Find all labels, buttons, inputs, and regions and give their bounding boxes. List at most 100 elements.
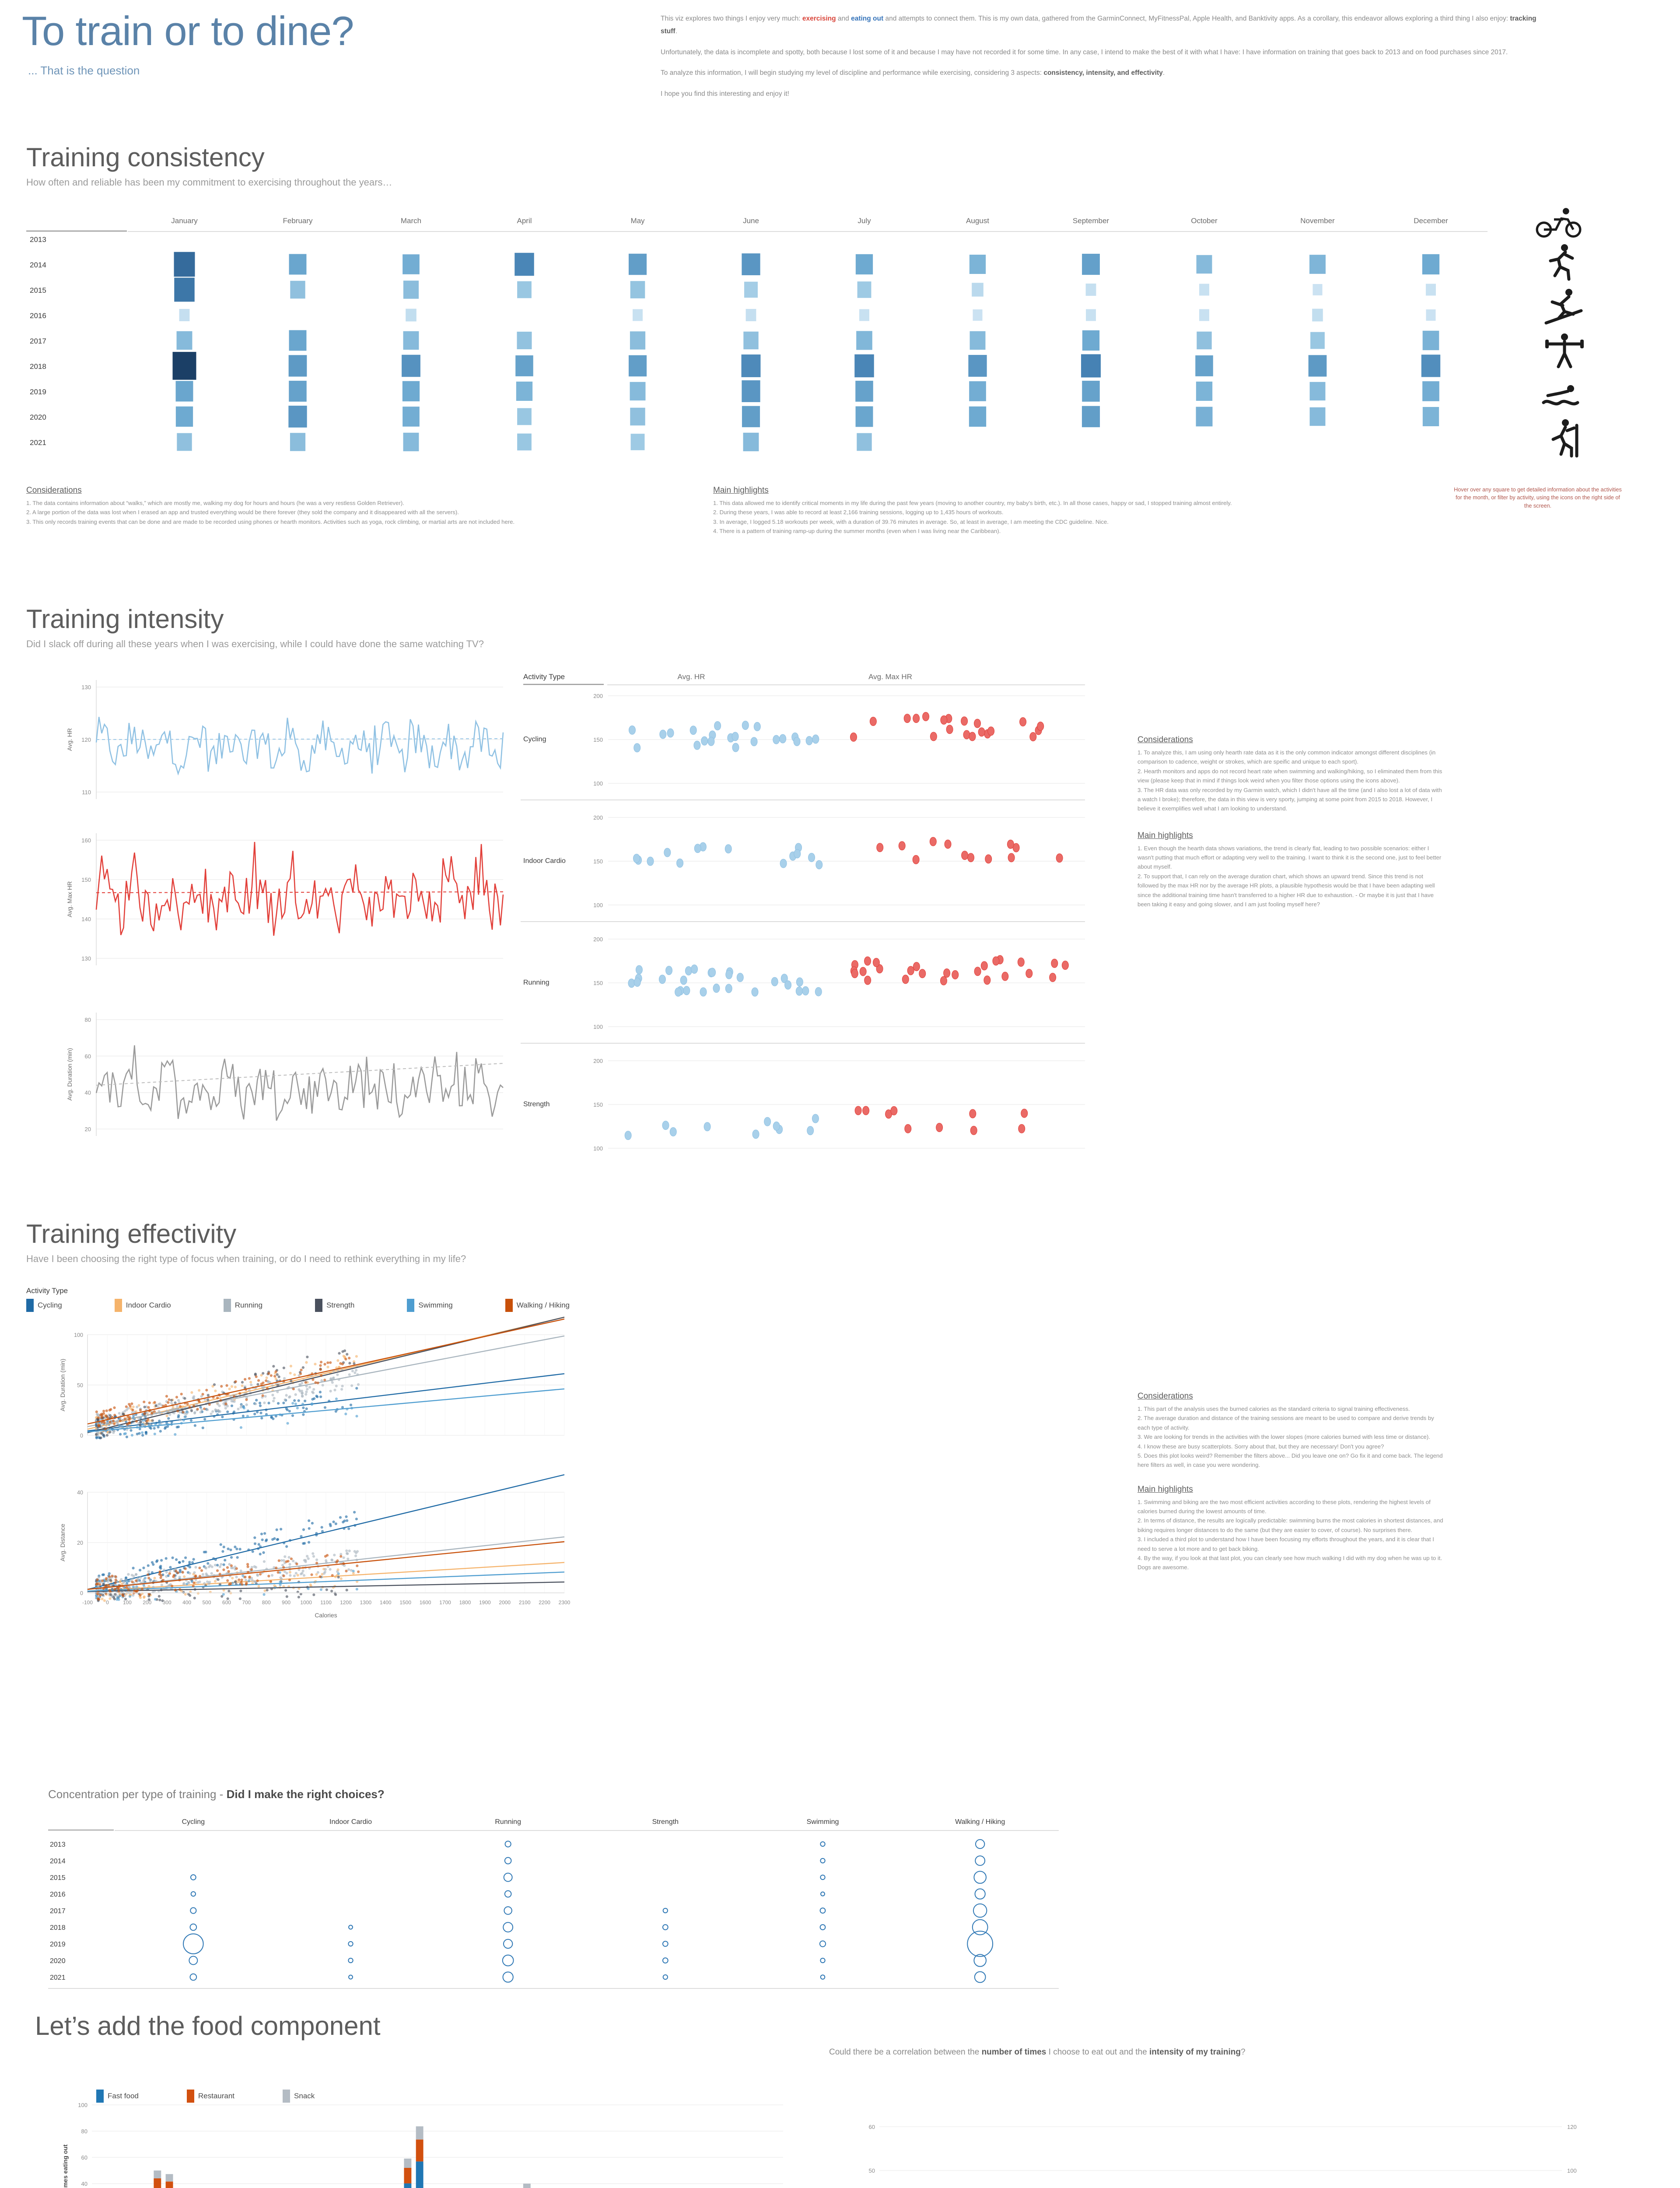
scatter-point[interactable] <box>227 1547 230 1550</box>
scatter-point[interactable] <box>123 1417 126 1420</box>
scatter-point[interactable] <box>200 1569 203 1572</box>
scatter-point[interactable] <box>341 1406 344 1409</box>
scatter-point[interactable] <box>307 1587 310 1590</box>
scatter-point[interactable] <box>121 1425 124 1428</box>
scatter-point[interactable] <box>273 1586 276 1589</box>
scatter-point[interactable] <box>305 1390 308 1393</box>
scatter-point[interactable] <box>669 1127 677 1136</box>
scatter-point[interactable] <box>340 1577 343 1580</box>
scatter-point[interactable] <box>326 1365 329 1368</box>
scatter-point[interactable] <box>289 1364 293 1368</box>
scatter-point[interactable] <box>265 1376 268 1379</box>
heatmap-cell[interactable] <box>290 281 305 299</box>
scatter-point[interactable] <box>138 1568 142 1572</box>
heatmap-cell[interactable] <box>630 407 645 426</box>
scatter-point[interactable] <box>354 1551 358 1554</box>
scatter-point[interactable] <box>182 1583 186 1586</box>
scatter-point[interactable] <box>193 1571 196 1574</box>
scatter-point[interactable] <box>237 1407 240 1410</box>
scatter-point[interactable] <box>177 1399 180 1402</box>
scatter-point[interactable] <box>357 1570 360 1573</box>
scatter-point[interactable] <box>153 1577 156 1580</box>
scatter-point[interactable] <box>337 1572 340 1575</box>
scatter-point[interactable] <box>147 1573 150 1576</box>
scatter-point[interactable] <box>170 1401 173 1405</box>
scatter-point[interactable] <box>128 1595 132 1598</box>
scatter-point[interactable] <box>170 1399 173 1402</box>
scatter-point[interactable] <box>345 1552 349 1555</box>
heatmap-cell[interactable] <box>746 309 756 322</box>
scatter-point[interactable] <box>929 837 937 846</box>
scatter-point[interactable] <box>200 1395 203 1398</box>
scatter-point[interactable] <box>136 1589 139 1592</box>
scatter-point[interactable] <box>130 1429 133 1432</box>
scatter-point[interactable] <box>293 1373 296 1376</box>
scatter-point[interactable] <box>266 1588 269 1592</box>
heatmap-cell[interactable] <box>1421 354 1441 377</box>
scatter-point[interactable] <box>175 1558 178 1561</box>
scatter-point[interactable] <box>285 1595 288 1598</box>
scatter-point[interactable] <box>178 1410 181 1414</box>
scatter-point[interactable] <box>201 1573 204 1576</box>
scatter-point[interactable] <box>279 1583 282 1586</box>
scatter-point[interactable] <box>282 1559 285 1562</box>
scatter-point[interactable] <box>165 1575 168 1578</box>
intensity-activity-scatter[interactable]: Activity Type Avg. HR Avg. Max HR 200 150… <box>521 670 1089 1190</box>
scatter-point[interactable] <box>95 1424 98 1427</box>
scatter-point[interactable] <box>262 1372 265 1375</box>
heatmap-cell[interactable] <box>1082 406 1100 428</box>
heatmap-cell[interactable] <box>742 380 760 402</box>
scatter-point[interactable] <box>346 1519 349 1522</box>
scatter-point[interactable] <box>123 1586 126 1589</box>
bar-segment[interactable] <box>154 2178 161 2188</box>
scatter-point[interactable] <box>676 858 684 868</box>
conc-bubble[interactable] <box>819 1907 826 1914</box>
heatmap-cell[interactable] <box>177 433 192 451</box>
scatter-point[interactable] <box>341 1350 344 1353</box>
scatter-point[interactable] <box>325 1588 328 1591</box>
scatter-point[interactable] <box>98 1598 101 1601</box>
scatter-point[interactable] <box>218 1565 221 1568</box>
scatter-point[interactable] <box>211 1410 214 1413</box>
scatter-point[interactable] <box>151 1419 154 1422</box>
scatter-point[interactable] <box>773 1121 780 1131</box>
scatter-point[interactable] <box>334 1522 337 1525</box>
food-legend[interactable]: Fast food Restaurant Snack <box>96 2090 315 2103</box>
scatter-point[interactable] <box>356 1580 359 1583</box>
scatter-point[interactable] <box>344 1413 347 1416</box>
conc-bubble[interactable] <box>190 1891 196 1897</box>
scatter-point[interactable] <box>742 720 749 730</box>
scatter-point[interactable] <box>242 1406 246 1410</box>
scatter-point[interactable] <box>724 844 732 854</box>
scatter-point[interactable] <box>121 1593 124 1596</box>
scatter-point[interactable] <box>311 1398 314 1401</box>
scatter-point[interactable] <box>148 1401 151 1404</box>
heatmap-cell[interactable] <box>1310 332 1325 349</box>
scatter-point[interactable] <box>936 1122 943 1132</box>
scatter-point[interactable] <box>139 1420 142 1424</box>
scatter-point[interactable] <box>118 1594 121 1597</box>
scatter-point[interactable] <box>102 1583 105 1586</box>
heatmap-cell[interactable] <box>969 381 986 401</box>
scatter-point[interactable] <box>247 1579 250 1583</box>
scatter-point[interactable] <box>132 1594 135 1597</box>
scatter-point[interactable] <box>940 976 947 985</box>
scatter-point[interactable] <box>314 1363 317 1366</box>
scatter-point[interactable] <box>912 855 920 864</box>
conc-bubble[interactable] <box>183 1933 204 1954</box>
scatter-point[interactable] <box>284 1555 287 1558</box>
scatter-point[interactable] <box>104 1592 108 1595</box>
scatter-point[interactable] <box>147 1592 150 1595</box>
scatter-point[interactable] <box>751 987 759 997</box>
scatter-point[interactable] <box>282 1566 285 1569</box>
scatter-point[interactable] <box>189 1419 193 1422</box>
scatter-point[interactable] <box>332 1520 335 1523</box>
scatter-point[interactable] <box>107 1584 110 1587</box>
scatter-point[interactable] <box>108 1575 111 1578</box>
scatter-point[interactable] <box>228 1387 231 1391</box>
scatter-point[interactable] <box>136 1406 139 1409</box>
scatter-point[interactable] <box>214 1564 217 1567</box>
scatter-point[interactable] <box>262 1381 265 1385</box>
heatmap-cell[interactable] <box>1426 309 1436 321</box>
scatter-point[interactable] <box>94 1433 98 1436</box>
